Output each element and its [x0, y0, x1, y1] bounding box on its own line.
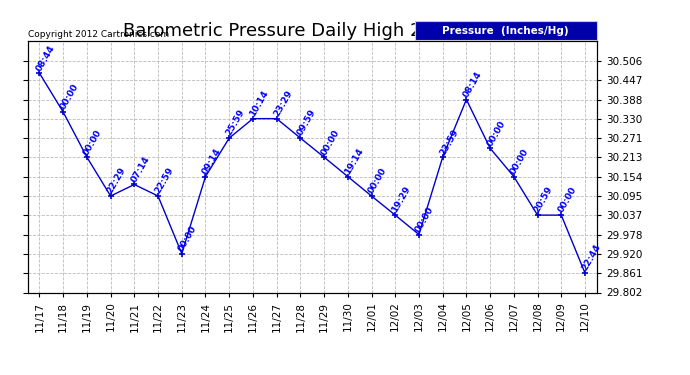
Text: 19:14: 19:14 [343, 146, 365, 176]
Text: 23:59: 23:59 [437, 127, 460, 156]
Title: Barometric Pressure Daily High 20121211: Barometric Pressure Daily High 20121211 [123, 22, 502, 40]
Text: 25:59: 25:59 [224, 108, 246, 137]
Text: 00:00: 00:00 [319, 128, 341, 156]
Text: 07:14: 07:14 [130, 154, 152, 184]
Text: 22:29: 22:29 [106, 166, 128, 195]
Text: 00:00: 00:00 [414, 205, 436, 234]
Text: 00:00: 00:00 [58, 82, 80, 111]
Text: 00:00: 00:00 [509, 147, 531, 176]
Text: 20:59: 20:59 [533, 185, 555, 214]
Text: 00:00: 00:00 [556, 186, 578, 214]
Bar [415, 21, 597, 40]
Text: 00:00: 00:00 [82, 128, 104, 156]
Text: 23:29: 23:29 [272, 88, 294, 118]
Text: 00:00: 00:00 [366, 166, 388, 195]
Text: 00:00: 00:00 [485, 119, 507, 148]
Text: 22:44: 22:44 [580, 243, 602, 272]
Text: 22:59: 22:59 [153, 166, 175, 195]
Text: 09:14: 09:14 [201, 147, 223, 176]
Text: 19:29: 19:29 [391, 185, 413, 214]
Text: 08:14: 08:14 [462, 70, 484, 99]
Text: 09:59: 09:59 [295, 108, 317, 137]
Text: Pressure  (Inches/Hg): Pressure (Inches/Hg) [442, 26, 569, 36]
Text: 00:00: 00:00 [177, 224, 199, 253]
Text: 10:14: 10:14 [248, 88, 270, 118]
Text: Copyright 2012 Cartronics.com: Copyright 2012 Cartronics.com [28, 30, 169, 39]
Text: 08:44: 08:44 [34, 43, 57, 72]
